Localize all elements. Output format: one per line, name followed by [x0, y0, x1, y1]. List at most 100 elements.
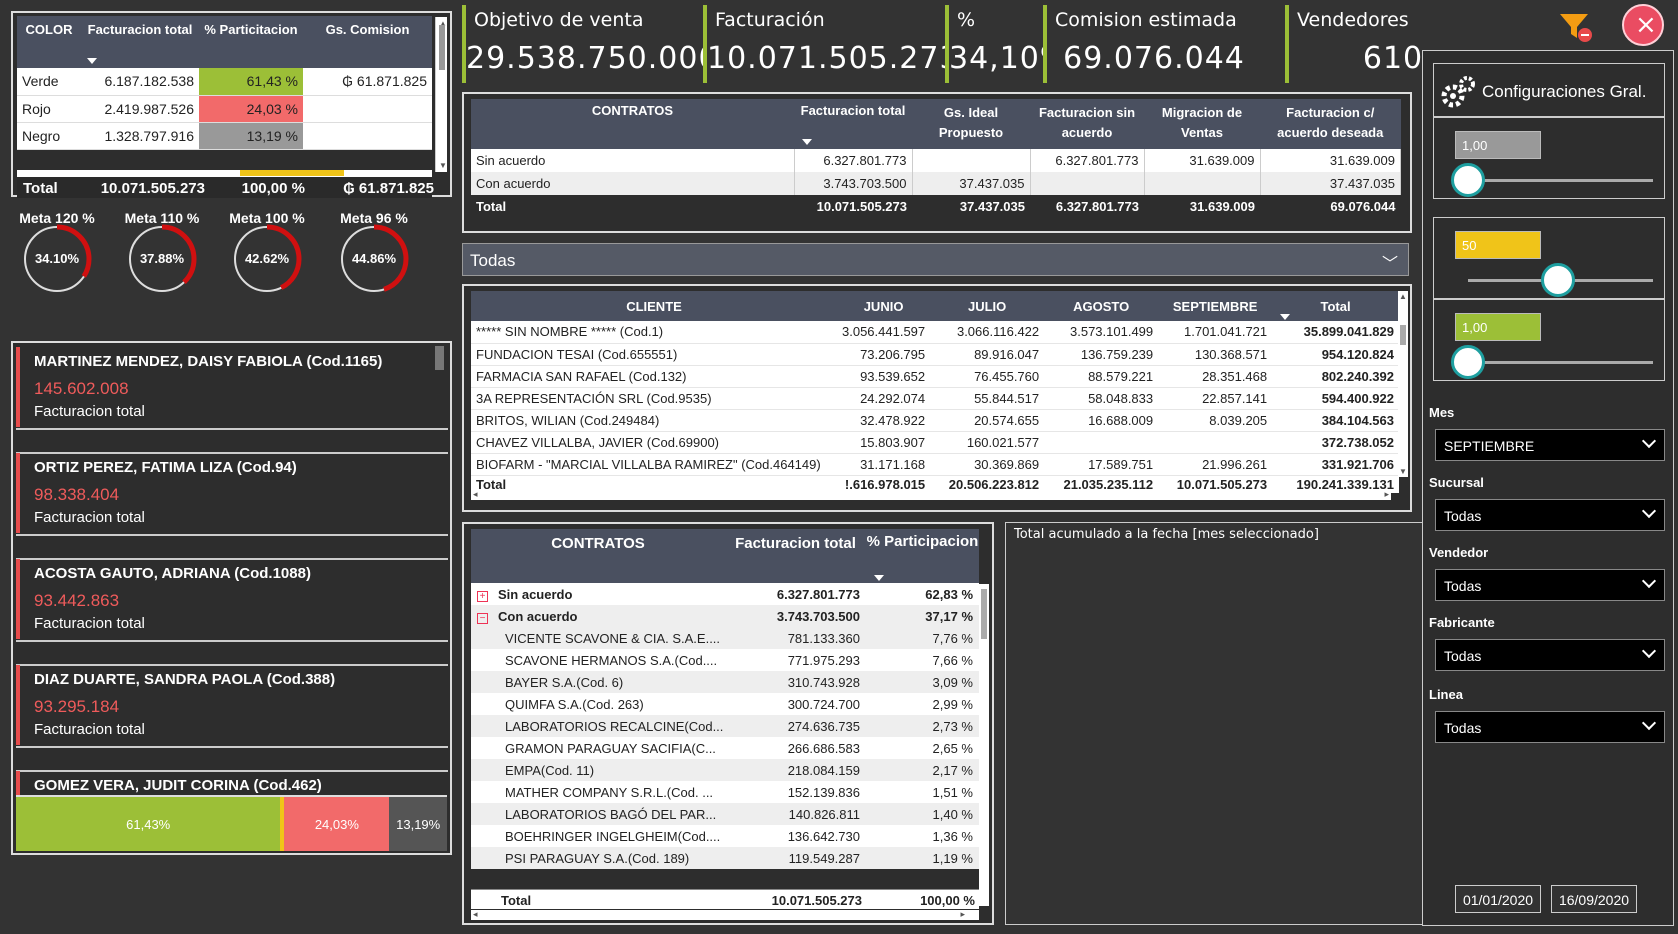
table-row[interactable]: LABORATORIOS RECALCINE(Cod... 274.636.735…: [471, 715, 979, 737]
slider-value-input[interactable]: 1,00: [1455, 313, 1541, 341]
scroll-up-icon[interactable]: ▲: [1399, 292, 1407, 301]
scroll-right-icon[interactable]: ▸: [960, 909, 965, 919]
table-row[interactable]: CHAVEZ VILLALBA, JAVIER (Cod.69900) 15.80…: [471, 431, 1399, 453]
filter-dropdown[interactable]: Todas: [1435, 569, 1665, 601]
color-bar-segment[interactable]: 13,19%: [389, 797, 447, 851]
table-cell: LABORATORIOS BAGÓ DEL PAR...: [505, 806, 717, 822]
group-row[interactable]: − Con acuerdo 3.743.703.500 37,17 %: [471, 605, 979, 627]
detail-vscrollbar[interactable]: [979, 584, 989, 906]
table-row[interactable]: QUIMFA S.A.(Cod. 263) 300.724.700 2,99 %: [471, 693, 979, 715]
table-row[interactable]: FARMACIA SAN RAFAEL (Cod.132) 93.539.652 7…: [471, 365, 1399, 387]
col-facturacion-total[interactable]: Facturacion total: [794, 99, 912, 149]
table-row[interactable]: Rojo 2.419.987.526 24,03 %: [17, 95, 432, 122]
scroll-down-icon[interactable]: ▼: [1399, 467, 1407, 476]
scroll-left-icon[interactable]: ◂: [473, 489, 478, 499]
table-row[interactable]: GRAMON PARAGUAY SACIFIA(C... 266.686.583 2…: [471, 737, 979, 759]
slider-knob[interactable]: [1451, 345, 1485, 379]
col-header-comision[interactable]: Gs. Comision: [303, 16, 432, 68]
seller-card[interactable]: MARTINEZ MENDEZ, DAISY FABIOLA (Cod.1165…: [16, 347, 448, 427]
contracts-summary-panel: CONTRATOS Facturacion total Gs. Ideal Pr…: [462, 92, 1412, 233]
table-row[interactable]: BOEHRINGER INGELGHEIM(Cod.... 136.642.730…: [471, 825, 979, 847]
col-total[interactable]: Total: [1272, 291, 1399, 321]
filter-dropdown[interactable]: SEPTIEMBRE: [1435, 429, 1665, 461]
table-row[interactable]: Sin acuerdo 6.327.801.773 6.327.801.773 31.…: [471, 149, 1401, 172]
col-contratos[interactable]: CONTRATOS: [471, 99, 794, 149]
slider-knob[interactable]: [1451, 163, 1485, 197]
total-comision: ₲ 61.871.825: [343, 180, 434, 197]
table-row[interactable]: MATHER COMPANY S.R.L.(Cod. ... 152.139.83…: [471, 781, 979, 803]
slider-value-input[interactable]: 1,00: [1455, 131, 1541, 159]
client-table-hscrollbar[interactable]: ◂ ▸: [471, 489, 1391, 500]
col-header-color[interactable]: COLOR: [17, 16, 81, 68]
group-row[interactable]: + Sin acuerdo 6.327.801.773 62,83 %: [471, 583, 979, 605]
scroll-left-icon[interactable]: ◂: [473, 909, 478, 919]
color-bar-segment[interactable]: 61,43%: [16, 797, 285, 851]
col-header-participacion[interactable]: % Particitacion: [199, 16, 303, 68]
col-fact-sin-acuerdo[interactable]: Facturacion sin acuerdo: [1030, 99, 1144, 149]
table-row[interactable]: 3A REPRESENTACIÓN SRL (Cod.9535) 24.292.0…: [471, 387, 1399, 409]
col-fact-con-acuerdo[interactable]: Facturacion c/ acuerdo deseada: [1260, 99, 1401, 149]
table-cell: 28.351.468: [1202, 368, 1268, 384]
slider-knob[interactable]: [1541, 263, 1575, 297]
scroll-up-icon[interactable]: ▲: [439, 19, 447, 28]
col-detail-participacion[interactable]: % Participacion: [866, 529, 979, 583]
col-cliente[interactable]: CLIENTE: [471, 291, 837, 321]
color-table-scrollbar[interactable]: ▲ ▼: [435, 17, 447, 172]
table-row[interactable]: Negro 1.328.797.916 13,19 %: [17, 122, 432, 149]
close-button[interactable]: ×: [1622, 4, 1664, 46]
table-row[interactable]: PSI PARAGUAY S.A.(Cod. 189) 119.549.287 1,…: [471, 847, 979, 869]
col-junio[interactable]: JUNIO: [837, 291, 931, 321]
table-row[interactable]: LABORATORIOS BAGÓ DEL PAR... 140.826.811 1…: [471, 803, 979, 825]
col-julio[interactable]: JULIO: [930, 291, 1045, 321]
expand-icon[interactable]: +: [477, 590, 488, 602]
table-cell: 61,43 %: [199, 68, 303, 95]
scroll-down-icon[interactable]: ▼: [439, 161, 447, 170]
date-to-input[interactable]: 16/09/2020: [1551, 885, 1637, 913]
settings-header[interactable]: Configuraciones Gral.: [1433, 63, 1665, 117]
table-row[interactable]: BRITOS, WILIAN (Cod.249484) 32.478.922 20.…: [471, 409, 1399, 431]
table-row[interactable]: Verde 6.187.182.538 61,43 % ₲ 61.871.825: [17, 68, 432, 95]
col-header-facturacion[interactable]: Facturacion total: [81, 16, 199, 68]
clear-filter-icon[interactable]: [1558, 8, 1594, 44]
table-cell: 1.328.797.916: [104, 127, 194, 144]
kpi-label: %: [957, 9, 976, 31]
table-row[interactable]: SCAVONE HERMANOS S.A.(Cod.... 771.975.293…: [471, 649, 979, 671]
table-row[interactable]: ***** SIN NOMBRE ***** (Cod.1) 3.056.441.…: [471, 321, 1399, 343]
seller-card[interactable]: ORTIZ PEREZ, FATIMA LIZA (Cod.94) 98.338.…: [16, 453, 448, 533]
col-detail-facturacion[interactable]: Facturacion total: [725, 529, 866, 583]
sellers-scrollbar-thumb[interactable]: [435, 346, 444, 370]
slider-track[interactable]: [1468, 179, 1653, 182]
collapse-icon[interactable]: −: [477, 612, 488, 624]
filter-dropdown[interactable]: Todas: [1435, 639, 1665, 671]
col-migracion[interactable]: Migracion de Ventas: [1144, 99, 1260, 149]
seller-card[interactable]: ACOSTA GAUTO, ADRIANA (Cod.1088) 93.442.8…: [16, 559, 448, 639]
table-row[interactable]: BAYER S.A.(Cod. 6) 310.743.928 3,09 %: [471, 671, 979, 693]
color-bar-segment[interactable]: 24,03%: [284, 797, 390, 851]
table-row[interactable]: BIOFARM - "MARCIAL VILLALBA RAMIREZ" (Co…: [471, 453, 1399, 475]
col-septiembre[interactable]: SEPTIEMBRE: [1158, 291, 1273, 321]
scroll-right-icon[interactable]: ▸: [1384, 489, 1389, 499]
detail-hscrollbar[interactable]: ◂ ▸: [471, 909, 979, 920]
slider-value-input[interactable]: 50: [1455, 231, 1541, 259]
table-cell: 1,19 %: [932, 850, 973, 866]
table-row[interactable]: FUNDACION TESAI (Cod.655551) 73.206.795 89…: [471, 343, 1399, 365]
table-cell: 310.743.928: [787, 674, 860, 690]
table-cell: 6.327.801.773: [1030, 149, 1145, 172]
todas-dropdown[interactable]: Todas ﹀: [462, 243, 1409, 276]
client-table-vscrollbar[interactable]: ▲ ▼: [1398, 291, 1408, 477]
slider-track[interactable]: [1468, 361, 1653, 364]
table-cell: [1044, 431, 1158, 453]
filter-dropdown[interactable]: Todas: [1435, 711, 1665, 743]
table-row[interactable]: VICENTE SCAVONE & CIA. S.A.E.... 781.133.…: [471, 627, 979, 649]
table-row[interactable]: EMPA(Cod. 11) 218.084.159 2,17 %: [471, 759, 979, 781]
filter-dropdown[interactable]: Todas: [1435, 499, 1665, 531]
col-agosto[interactable]: AGOSTO: [1044, 291, 1159, 321]
gauge-label: Meta 110 %: [124, 210, 200, 226]
table-cell: 6.187.182.538: [104, 73, 194, 90]
table-row[interactable]: Con acuerdo 3.743.703.500 37.437.035 37.437…: [471, 172, 1401, 195]
col-detail-contratos[interactable]: CONTRATOS: [471, 529, 725, 583]
date-from-input[interactable]: 01/01/2020: [1455, 885, 1541, 913]
table-cell: 13,19 %: [199, 122, 303, 149]
col-gs-ideal[interactable]: Gs. Ideal Propuesto: [912, 99, 1030, 149]
seller-card[interactable]: DIAZ DUARTE, SANDRA PAOLA (Cod.388) 93.29…: [16, 665, 448, 745]
